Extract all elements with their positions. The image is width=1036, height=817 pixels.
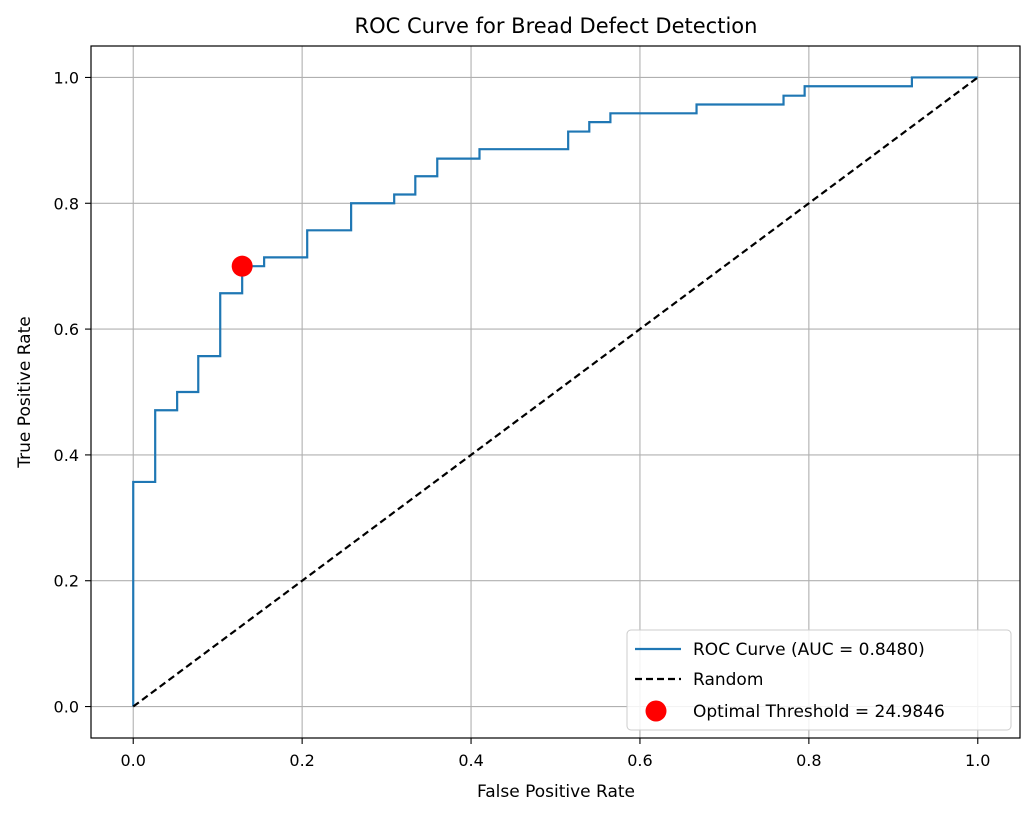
x-tick-label: 1.0 [965, 751, 990, 770]
y-axis-label: True Positive Rate [15, 316, 35, 468]
legend-frame [626, 629, 1012, 731]
plot-area [132, 76, 979, 708]
plot-frame [90, 45, 1021, 739]
y-tick-label: 0.0 [54, 698, 79, 717]
chart-title: ROC Curve for Bread Defect Detection [355, 14, 758, 38]
legend-random-label: Random [693, 670, 763, 690]
legend: ROC Curve (AUC = 0.8480) Random Optimal … [626, 629, 1012, 731]
x-axis-label: False Positive Rate [477, 782, 635, 802]
y-tick-label: 0.4 [54, 446, 79, 465]
x-tick-label: 0.8 [796, 751, 821, 770]
legend-optimal-swatch [645, 700, 667, 722]
x-tick-label: 0.2 [289, 751, 314, 770]
legend-optimal-label: Optimal Threshold = 24.9846 [693, 702, 945, 722]
x-tick-label: 0.0 [121, 751, 146, 770]
axis-ticks: 0.0 0.2 0.4 0.6 0.8 1.0 0.0 0.2 0.4 0.6 0.8 1.0 [54, 68, 991, 770]
legend-roc-label: ROC Curve (AUC = 0.8480) [693, 640, 925, 660]
y-tick-label: 1.0 [54, 68, 79, 87]
y-tick-label: 0.8 [54, 194, 79, 213]
optimal-threshold-point [231, 255, 253, 277]
x-tick-label: 0.4 [458, 751, 483, 770]
y-tick-label: 0.2 [54, 572, 79, 591]
y-tick-label: 0.6 [54, 320, 79, 339]
x-tick-label: 0.6 [627, 751, 652, 770]
roc-curve-line [132, 76, 978, 707]
grid [91, 46, 1020, 738]
